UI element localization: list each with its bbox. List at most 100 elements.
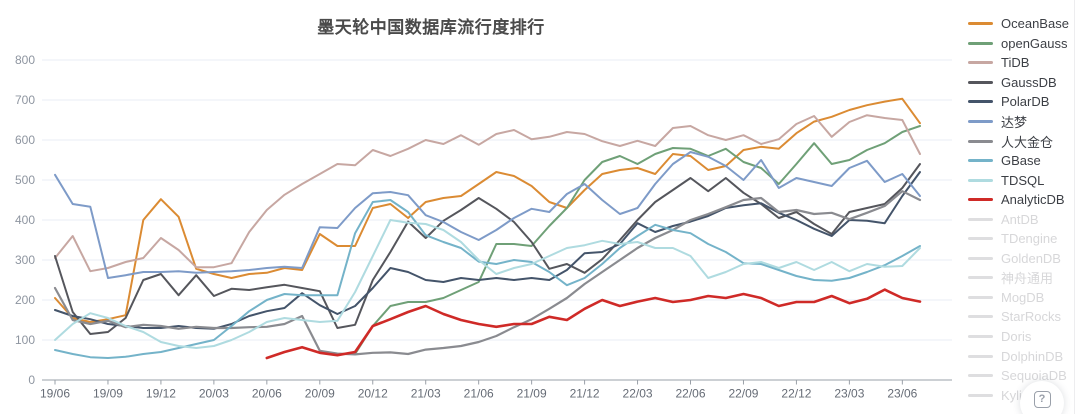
legend-label: OceanBase (1001, 16, 1069, 32)
legend-swatch-line (968, 198, 993, 202)
series-line-GBase (54, 199, 921, 359)
x-axis-label: 21/09 (517, 387, 547, 401)
legend-item-SequoiaDB[interactable]: SequoiaDB (968, 366, 1074, 386)
line-chart[interactable]: 0 100 200 300 400 500 600 700 800 19/06 19/09 19/12… (0, 0, 958, 414)
legend-label: GaussDB (1001, 74, 1057, 90)
y-axis-label: 400 (15, 213, 35, 227)
legend-item-MogDB[interactable]: MogDB (968, 288, 1074, 308)
legend-swatch-line (968, 61, 993, 65)
legend-swatch-line (968, 256, 993, 260)
x-axis-label: 20/06 (252, 387, 282, 401)
x-axis-label: 19/06 (40, 387, 70, 401)
x-axis-label: 20/12 (358, 387, 388, 401)
legend-item-达梦[interactable]: 达梦 (968, 112, 1074, 132)
y-axis-label: 0 (28, 373, 35, 387)
legend-swatch-line (968, 41, 993, 45)
x-axis-label: 21/06 (464, 387, 494, 401)
legend-item-Doris[interactable]: Doris (968, 327, 1074, 347)
legend-label: GoldenDB (1001, 250, 1061, 266)
legend-label: GBase (1001, 153, 1041, 169)
series-line-人大金仓 (53, 190, 922, 356)
legend-label: StarRocks (1001, 309, 1061, 325)
legend-swatch-line (968, 393, 993, 397)
legend-item-PolarDB[interactable]: PolarDB (968, 92, 1074, 112)
legend-swatch-line (968, 315, 993, 319)
legend-swatch-line (968, 276, 993, 280)
x-axis-label: 22/09 (728, 387, 758, 401)
series-line-达梦 (54, 151, 921, 279)
legend-label: AnalyticDB (1001, 192, 1065, 208)
legend-label: Doris (1001, 329, 1032, 345)
legend-label: PolarDB (1001, 94, 1050, 110)
legend-label: SequoiaDB (1001, 368, 1067, 384)
legend-label: AntDB (1001, 211, 1039, 227)
y-axis-label: 700 (15, 93, 35, 107)
legend-item-StarRocks[interactable]: StarRocks (968, 307, 1074, 327)
question-mark-icon: ? (1033, 390, 1051, 408)
series-line-GaussDB (54, 163, 921, 335)
legend-label: 人大金仓 (1001, 134, 1054, 150)
legend-item-openGauss[interactable]: openGauss (968, 34, 1074, 54)
legend-swatch-line (968, 217, 993, 221)
legend-swatch-line (968, 295, 993, 299)
y-axis-label: 200 (15, 293, 35, 307)
legend-swatch-line (968, 178, 993, 182)
legend-item-人大金仓[interactable]: 人大金仓 (968, 131, 1074, 151)
series-line-openGauss (354, 125, 921, 355)
x-axis-label: 23/03 (834, 387, 864, 401)
legend-label: TDengine (1001, 231, 1058, 247)
x-axis-label: 21/12 (570, 387, 600, 401)
legend-label: DolphinDB (1001, 348, 1064, 364)
x-axis-label: 21/03 (411, 387, 441, 401)
x-axis-label: 20/09 (305, 387, 335, 401)
help-button[interactable]: ? (1020, 381, 1064, 414)
series-line-TiDB (54, 114, 921, 273)
legend-swatch-line (968, 80, 993, 84)
y-axis-label: 500 (15, 173, 35, 187)
legend-item-GBase[interactable]: GBase (968, 151, 1074, 171)
right-divider (1074, 0, 1075, 414)
legend-swatch-line (968, 22, 993, 26)
x-axis-label: 20/03 (199, 387, 229, 401)
legend-item-TDSQL[interactable]: TDSQL (968, 170, 1074, 190)
legend-item-DolphinDB[interactable]: DolphinDB (968, 346, 1074, 366)
legend-label: 神舟通用 (1001, 271, 1054, 287)
series-line-PolarDB (54, 171, 921, 330)
legend-swatch-line (968, 335, 993, 339)
legend-label: openGauss (1001, 35, 1068, 51)
legend-label: TDSQL (1001, 172, 1045, 188)
chart-legend: OceanBase openGauss TiDB GaussDB PolarDB 达梦人大… (968, 14, 1074, 405)
y-axis-label: 100 (15, 333, 35, 347)
legend-label: 达梦 (1001, 115, 1028, 130)
legend-swatch-line (968, 237, 993, 241)
legend-swatch-line (968, 139, 993, 143)
legend-swatch-line (968, 120, 993, 123)
series-line-TDSQL (54, 219, 921, 349)
legend-swatch-line (968, 100, 993, 104)
legend-swatch-line (968, 354, 993, 358)
legend-swatch-line (968, 374, 993, 378)
legend-item-GaussDB[interactable]: GaussDB (968, 73, 1074, 93)
legend-item-GoldenDB[interactable]: GoldenDB (968, 249, 1074, 269)
series-line-OceanBase (54, 97, 921, 323)
legend-swatch-line (968, 159, 993, 163)
legend-item-TDengine[interactable]: TDengine (968, 229, 1074, 249)
x-axis-label: 19/12 (146, 387, 176, 401)
y-axis-label: 300 (15, 253, 35, 267)
x-axis-label: 22/06 (675, 387, 705, 401)
x-axis-label: 22/12 (781, 387, 811, 401)
legend-item-TiDB[interactable]: TiDB (968, 53, 1074, 73)
chart-title: 墨天轮中国数据库流行度排行 (317, 18, 545, 37)
x-axis-label: 23/06 (887, 387, 917, 401)
legend-item-神舟通用[interactable]: 神舟通用 (968, 268, 1074, 288)
y-axis-label: 800 (15, 53, 35, 67)
x-axis-label: 19/09 (93, 387, 123, 401)
legend-item-AnalyticDB[interactable]: AnalyticDB (968, 190, 1074, 210)
y-axis-label: 600 (15, 133, 35, 147)
series-line-AnalyticDB (265, 288, 922, 360)
legend-item-OceanBase[interactable]: OceanBase (968, 14, 1074, 34)
legend-item-AntDB[interactable]: AntDB (968, 209, 1074, 229)
legend-label: MogDB (1001, 289, 1045, 305)
legend-label: TiDB (1001, 55, 1030, 71)
